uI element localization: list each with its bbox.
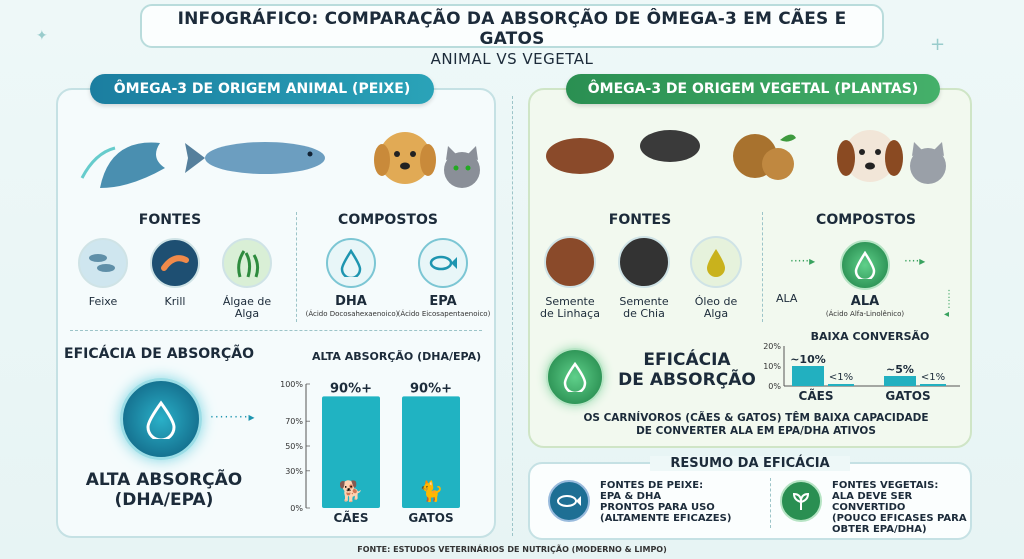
seaweed-icon [222,238,272,288]
category-label: CÃES [799,388,834,403]
divider [770,478,771,528]
animal-eficacia-title: EFICÁCIA DE ABSORÇÃO [64,346,254,362]
cat-icon [910,142,946,184]
vegetal-compostos-title: COMPOSTOS [816,212,916,228]
footer-source: FONTE: ESTUDOS VETERINÁRIOS DE NUTRIÇÃO … [357,545,667,554]
category-label: GATOS [885,389,930,403]
y-tick-label: 30% [285,467,303,476]
secondary-label: <1% [829,372,853,383]
y-tick-label: 50% [285,442,303,451]
animal-illustrations [80,132,480,188]
compound-dha: DHA [335,294,367,309]
ala-drop-icon [840,240,890,290]
drop-icon [326,238,376,288]
data-label: ~10% [790,353,826,366]
page-title: INFOGRÁFICO: COMPARAÇÃO DA ABSORÇÃO DE Ô… [177,9,847,49]
arrow-icon: ·····▸ [790,254,816,268]
arrow-icon: ········▸ [210,410,256,424]
leaf-icon [780,480,822,522]
divider [296,212,297,322]
sparkle-icon: + [930,34,946,55]
cat-icon [444,146,480,188]
fish-icon [418,238,468,288]
krill-icon [150,238,200,288]
animal-origin-pill: ÔMEGA-3 DE ORIGEM ANIMAL (PEIXE) [90,74,434,104]
arrow-icon: ⋮ ⋮ ◂ [944,289,954,320]
alta-absorcao-label: ALTA ABSORÇÃO (DHA/EPA) [85,470,243,510]
animal-fontes-title: FONTES [138,212,202,228]
vegetal-fontes-title: FONTES [608,212,672,228]
compound-ala-sub: (Ácido Alfa-Linolênico) [825,310,905,318]
fish-school-icon [78,238,128,288]
compound-ala: ALA [850,294,880,309]
dog-icon [374,132,436,184]
flaxseed-icon [544,236,596,288]
sparkle-icon: ✦ [36,28,48,44]
secondary-bar [920,384,946,386]
arrow-icon: ····▸ [904,254,926,268]
y-tick-label: 10% [763,362,781,371]
source-label-krill: Krill [164,295,186,308]
y-tick-label: 20% [763,342,781,351]
summary-animal-text: FONTES DE PEIXE: EPA & DHA PRONTOS PARA … [600,480,732,524]
source-label-alga: Álgae de Alga [222,295,272,320]
absorption-drop-icon [120,378,202,460]
bar-cães [792,366,824,386]
bar-gatos [884,376,916,386]
ala-side-label: ALA [776,292,798,305]
data-label: ~5% [886,363,914,376]
y-tick-label: 70% [285,417,303,426]
baixa-conversao-label: BAIXA CONVERSÃO [810,330,930,343]
summary-title: RESUMO DA EFICÁCIA [650,456,850,471]
animal-absorption-chart: 100% 70% 50% 30% 0% 90%+ CÃES 🐕 90%+ GATOS 🐈 [280,380,460,525]
oil-drop-icon [690,236,742,288]
category-label: GATOS [408,511,453,525]
walnut-icon [733,134,796,180]
summary-vegetal-text: FONTES VEGETAIS: ALA DEVE SER CONVERTIDO… [832,480,967,535]
bar-cães [322,396,380,508]
source-label-oleo: Óleo de Alga [694,295,738,320]
jumping-fish-icon [80,142,165,188]
bar-gatos [402,396,460,508]
compound-dha-sub: (Ácido Docosahexaenoico) [305,310,399,318]
page-subtitle: ANIMAL VS VEGETAL [430,50,594,68]
y-tick-label: 0% [768,382,781,391]
vegetal-eficacia-label: EFICÁCIA DE ABSORÇÃO [618,350,756,390]
chia-icon [618,236,670,288]
vegetal-illustrations [546,130,946,184]
secondary-label: <1% [921,372,945,383]
flaxseed-pile-icon [546,138,614,174]
fish-icon [548,480,590,522]
divider [70,330,482,331]
data-label: 90%+ [330,381,372,396]
alta-absorcao-caption: ALTA ABSORÇÃO (DHA/EPA) [312,350,482,363]
y-tick-label: 100% [280,380,303,389]
data-label: 90%+ [410,381,452,396]
salmon-icon [185,142,325,174]
dog-silhouette-icon: 🐕 [339,479,364,503]
divider [762,212,763,322]
source-label-feixe: Feixe [88,295,118,308]
source-label-linhaca: Semente de Linhaça [540,295,600,320]
cat-silhouette-icon: 🐈 [419,479,444,503]
compound-epa: EPA [429,294,457,309]
header-box: INFOGRÁFICO: COMPARAÇÃO DA ABSORÇÃO DE Ô… [140,4,884,68]
secondary-bar [828,384,854,386]
center-divider [512,96,513,536]
vegetal-absorption-icon [546,348,604,406]
beagle-icon [837,130,903,182]
vegetal-origin-pill: ÔMEGA-3 DE ORIGEM VEGETAL (PLANTAS) [566,74,940,104]
category-label: CÃES [334,510,369,525]
animal-compostos-title: COMPOSTOS [338,212,438,228]
compound-epa-sub: (Ácido Eicosapentaenoico) [397,310,491,318]
source-label-chia: Semente de Chia [619,295,669,320]
vegetal-conversion-chart: 20%10%0%~10%<1%CÃES~5%<1%GATOS [763,342,960,403]
chia-pile-icon [640,130,700,162]
y-tick-label: 0% [290,504,303,513]
carnivore-note: OS CARNÍVOROS (CÃES & GATOS) TÊM BAIXA C… [583,412,929,437]
